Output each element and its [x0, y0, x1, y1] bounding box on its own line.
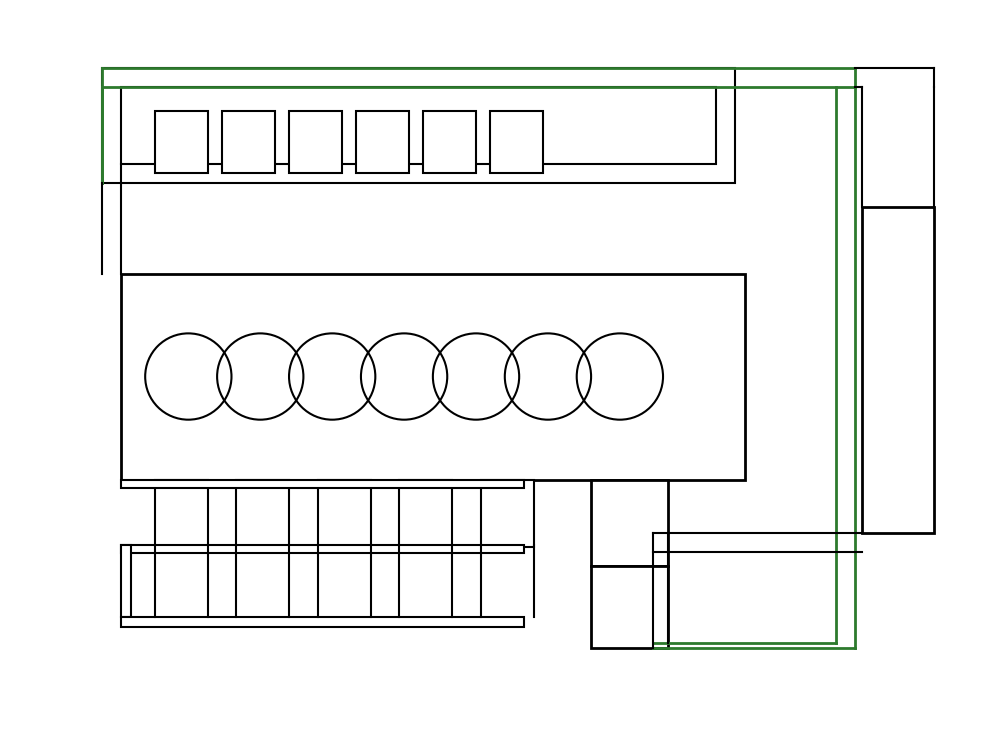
Bar — [121, 545, 524, 553]
Bar — [121, 274, 745, 480]
Bar — [289, 111, 342, 173]
Bar — [591, 567, 668, 648]
Bar — [862, 207, 934, 533]
Bar — [121, 480, 524, 488]
Bar — [102, 68, 735, 183]
Bar — [121, 617, 524, 626]
Bar — [318, 480, 371, 548]
Bar — [481, 480, 534, 548]
Bar — [155, 480, 208, 548]
Bar — [490, 111, 543, 173]
Bar — [423, 111, 476, 173]
Bar — [356, 111, 409, 173]
Bar — [121, 87, 716, 164]
Bar — [236, 480, 289, 548]
Bar — [121, 545, 131, 617]
Bar — [222, 111, 275, 173]
Bar — [591, 480, 668, 567]
Bar — [399, 480, 452, 548]
Bar — [155, 111, 208, 173]
